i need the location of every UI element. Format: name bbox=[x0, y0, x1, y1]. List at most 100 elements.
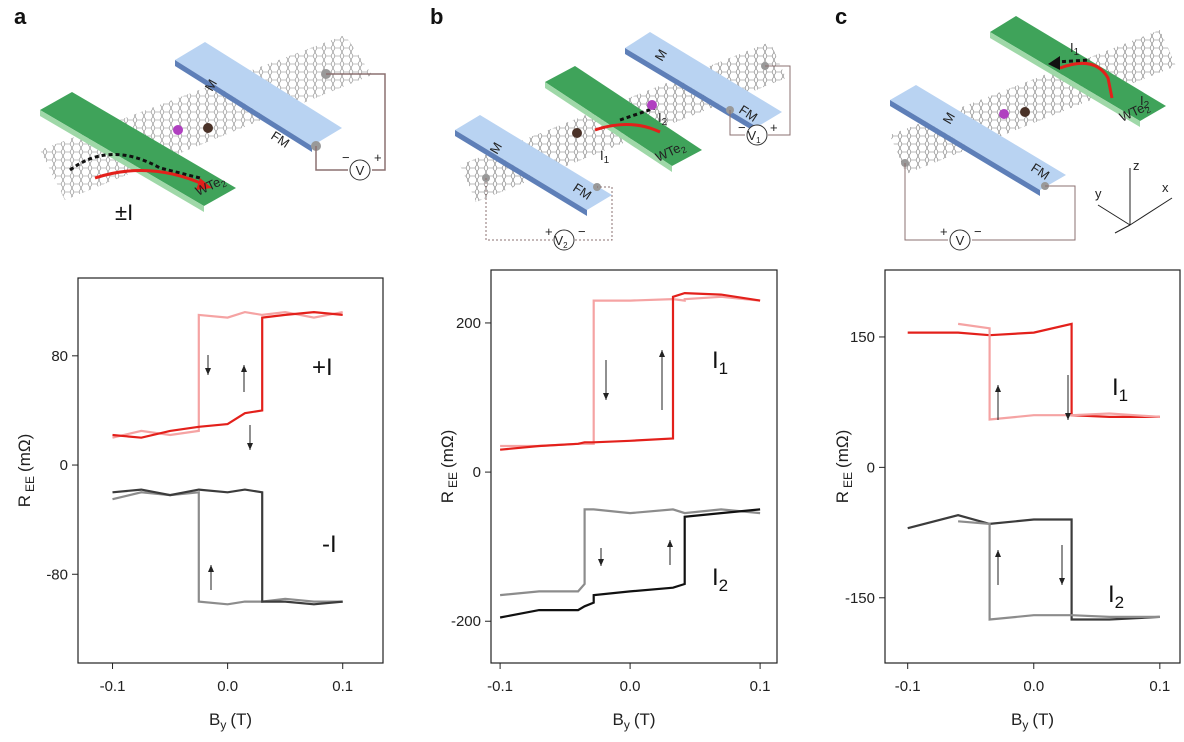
sweep-arrowhead bbox=[995, 550, 1001, 557]
y-tick-label: 150 bbox=[850, 329, 875, 346]
spin bbox=[1020, 107, 1030, 117]
curve-label-text: -I bbox=[322, 531, 337, 558]
y-label-sub: EE bbox=[446, 472, 460, 488]
x-tick-label: 0.0 bbox=[620, 678, 641, 695]
wte2-strip bbox=[545, 66, 702, 166]
spin bbox=[203, 123, 213, 133]
spin bbox=[999, 109, 1009, 119]
charge-current bbox=[1059, 61, 1114, 99]
wte2-sub: 2 bbox=[679, 144, 688, 155]
v-text: V bbox=[747, 128, 756, 143]
y-tick-label: -200 bbox=[451, 613, 481, 630]
sweep-arrowhead bbox=[667, 540, 673, 547]
curve-label: I2 bbox=[712, 564, 728, 595]
plus: + bbox=[545, 224, 553, 239]
y-tick-label: 80 bbox=[51, 348, 68, 365]
current-label: I2 bbox=[658, 110, 668, 128]
y-tick-label: -80 bbox=[46, 566, 68, 583]
i-sub: 2 bbox=[1144, 100, 1150, 111]
i-text: I bbox=[600, 148, 604, 163]
plus: + bbox=[940, 224, 948, 239]
x-label-symbol: B bbox=[1011, 710, 1022, 729]
current-label: ±I bbox=[115, 200, 133, 225]
y-label-sub: EE bbox=[841, 472, 855, 488]
series-line bbox=[907, 322, 1160, 418]
sweep-arrowhead bbox=[995, 385, 1001, 392]
charge-current bbox=[594, 122, 661, 134]
x-tick-label: -0.1 bbox=[895, 678, 921, 695]
sweep-arrowhead bbox=[1059, 578, 1065, 585]
voltmeter bbox=[949, 229, 971, 251]
x-tick-label: 0.0 bbox=[217, 678, 238, 695]
curve-label-sub: 2 bbox=[1115, 593, 1124, 612]
i-text: I bbox=[658, 110, 662, 125]
x-label-unit: (T) bbox=[634, 710, 656, 729]
minus: − bbox=[342, 150, 350, 165]
series-line bbox=[907, 514, 1160, 621]
v-sub: 2 bbox=[563, 241, 568, 250]
curve-label-sub: 2 bbox=[719, 576, 728, 595]
sweep-arrowhead bbox=[208, 565, 214, 572]
axis-x: x bbox=[1162, 180, 1169, 195]
i-sub: 1 bbox=[1074, 47, 1080, 58]
plus: + bbox=[770, 120, 778, 135]
series-line bbox=[112, 310, 343, 439]
y-label-sub: EE bbox=[23, 476, 37, 492]
wte2-strip bbox=[990, 16, 1166, 121]
series-line bbox=[499, 508, 761, 619]
wte2-sub: 2 bbox=[1143, 104, 1152, 115]
schematic-b: V2 + − V1 − + FM FM M M WTe2 I1 I2 bbox=[455, 32, 791, 251]
series-line bbox=[499, 291, 761, 451]
voltmeter bbox=[553, 229, 575, 251]
curve-label: I1 bbox=[712, 347, 728, 378]
sweep-arrowhead bbox=[1065, 413, 1071, 420]
plot-frame bbox=[490, 269, 778, 664]
x-tick-label: 0.1 bbox=[1149, 678, 1170, 695]
sweep-arrowhead bbox=[603, 393, 609, 400]
i-sub: 2 bbox=[662, 117, 668, 128]
wire bbox=[485, 178, 613, 241]
fm-edge bbox=[625, 48, 757, 133]
spin-current bbox=[69, 153, 201, 180]
fm-edge bbox=[455, 130, 587, 216]
x-label-unit: (T) bbox=[1032, 710, 1054, 729]
voltmeter-label: V1 bbox=[747, 128, 761, 145]
curve-label-text: I bbox=[1108, 581, 1115, 608]
panel-label: c bbox=[835, 4, 847, 29]
v-sub: 1 bbox=[756, 136, 761, 145]
series-line bbox=[112, 491, 343, 606]
y-axis-label: R EE (mΩ) bbox=[833, 430, 855, 504]
spin-current bbox=[619, 106, 656, 122]
schematic-c: V + − FM M WTe2 I1 I2 z y x bbox=[890, 16, 1176, 251]
wte2-edge bbox=[990, 32, 1140, 127]
axes-triad bbox=[1097, 168, 1173, 234]
fm-strip bbox=[455, 115, 612, 210]
spin-current bbox=[1054, 58, 1091, 64]
axis-z: z bbox=[1133, 158, 1140, 173]
wte2-sub: 2 bbox=[219, 178, 228, 189]
plot-frame bbox=[77, 277, 384, 664]
plot-frame bbox=[884, 269, 1181, 664]
curve-label: +I bbox=[312, 354, 333, 381]
voltmeter bbox=[349, 159, 371, 181]
fm-strip bbox=[890, 85, 1066, 190]
y-axis-label: R EE (mΩ) bbox=[15, 434, 37, 508]
sweep-arrowhead bbox=[205, 368, 211, 375]
curve-label-sub: 1 bbox=[1119, 386, 1128, 405]
i-sub: 1 bbox=[604, 155, 610, 166]
x-axis-label: By (T) bbox=[612, 710, 655, 732]
sweep-arrowhead bbox=[659, 350, 665, 357]
series-line bbox=[499, 508, 761, 597]
plus: + bbox=[374, 150, 382, 165]
curve-label-text: I bbox=[1112, 374, 1119, 401]
curve-label-sub: 1 bbox=[719, 359, 728, 378]
fm-edge bbox=[175, 60, 312, 152]
fm-edge bbox=[890, 100, 1040, 196]
spin bbox=[572, 128, 582, 138]
arrowhead bbox=[196, 178, 212, 190]
minus: − bbox=[578, 224, 586, 239]
y-label-unit: (mΩ) bbox=[833, 430, 852, 468]
y-tick-label: -150 bbox=[845, 590, 875, 607]
panel-label: a bbox=[14, 4, 27, 29]
